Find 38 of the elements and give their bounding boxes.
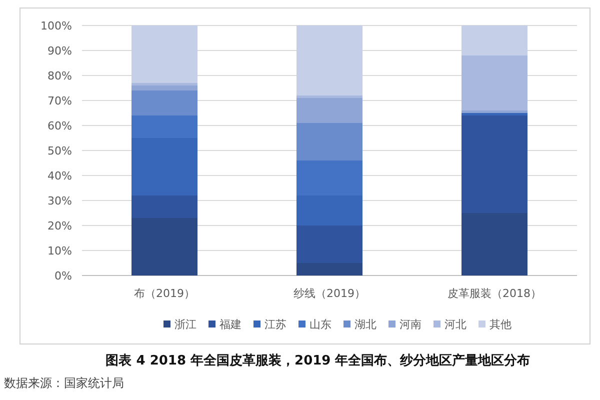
y-tick-label: 70% [48,94,72,108]
bar [132,90,198,116]
legend-label: 河南 [400,318,422,331]
legend-label: 山东 [310,318,332,331]
legend-label: 江苏 [264,318,286,331]
x-tick-label: 布（2019） [134,286,195,300]
y-tick-label: 10% [48,244,72,258]
source-note: 数据来源：国家统计局 [4,376,124,390]
bar [132,218,198,276]
y-tick-label: 60% [48,119,72,132]
text: 图表 4 2018 年全国皮革服装，2019 年全国布、纱分地区产量地区分布 [106,352,530,369]
y-tick-label: 100% [40,19,72,32]
x-tick-label: 纱线（2019） [294,286,366,300]
y-tick-label: 40% [48,169,72,182]
y-tick-label: 90% [48,44,72,58]
y-tick-label: 80% [48,69,72,82]
y-tick-label: 20% [48,219,72,232]
legend-label: 浙江 [174,318,196,331]
legend-label: 湖北 [354,318,376,331]
bar [462,56,528,110]
bar [296,263,362,276]
bar [296,123,362,160]
bar [296,98,362,123]
x-tick-label: 皮革服装（2018） [448,286,542,300]
bar [296,26,362,96]
y-tick-label: 0% [54,269,72,282]
bar [462,116,528,213]
bar [132,86,198,90]
bar [296,226,362,263]
bar [132,26,198,83]
bar [462,213,528,276]
bar [132,196,198,218]
bar [462,26,528,56]
legend-label: 福建 [220,318,242,331]
legend-label: 其他 [490,318,512,331]
y-tick-label: 30% [48,194,72,208]
y-tick-label: 50% [48,144,72,158]
legend-label: 河北 [444,318,466,331]
